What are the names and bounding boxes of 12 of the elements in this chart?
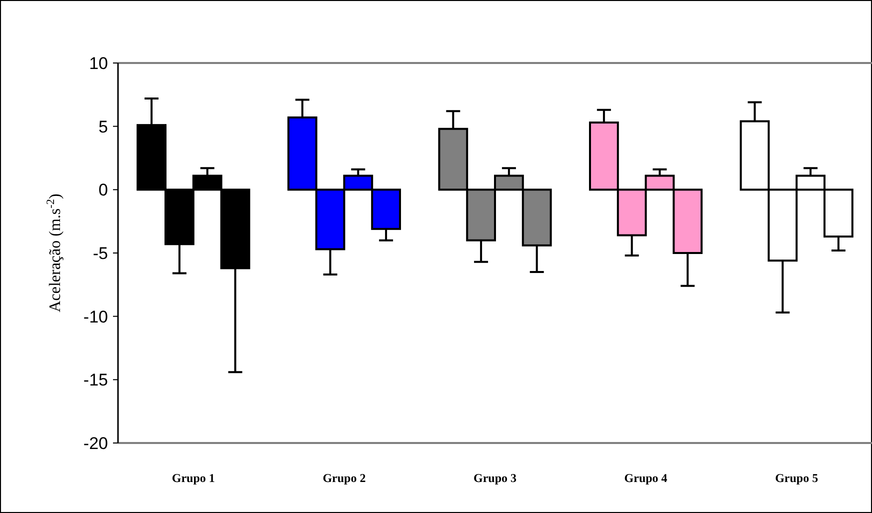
y-tick-label: 5 xyxy=(98,117,108,136)
y-tick-label: -15 xyxy=(83,370,108,390)
x-tick-label: Grupo 5 xyxy=(775,471,818,485)
y-tick-label: -5 xyxy=(92,244,108,263)
x-tick-label: Grupo 2 xyxy=(322,471,366,485)
x-tick-label: Grupo 4 xyxy=(624,471,668,485)
y-tick-label: 0 xyxy=(98,180,108,200)
x-tick-label: Grupo 3 xyxy=(473,471,517,485)
x-tick-label: Grupo 1 xyxy=(172,471,215,485)
y-tick-label: 10 xyxy=(89,54,108,73)
y-tick-label: -10 xyxy=(83,307,108,326)
y-tick-label: -20 xyxy=(83,434,108,453)
